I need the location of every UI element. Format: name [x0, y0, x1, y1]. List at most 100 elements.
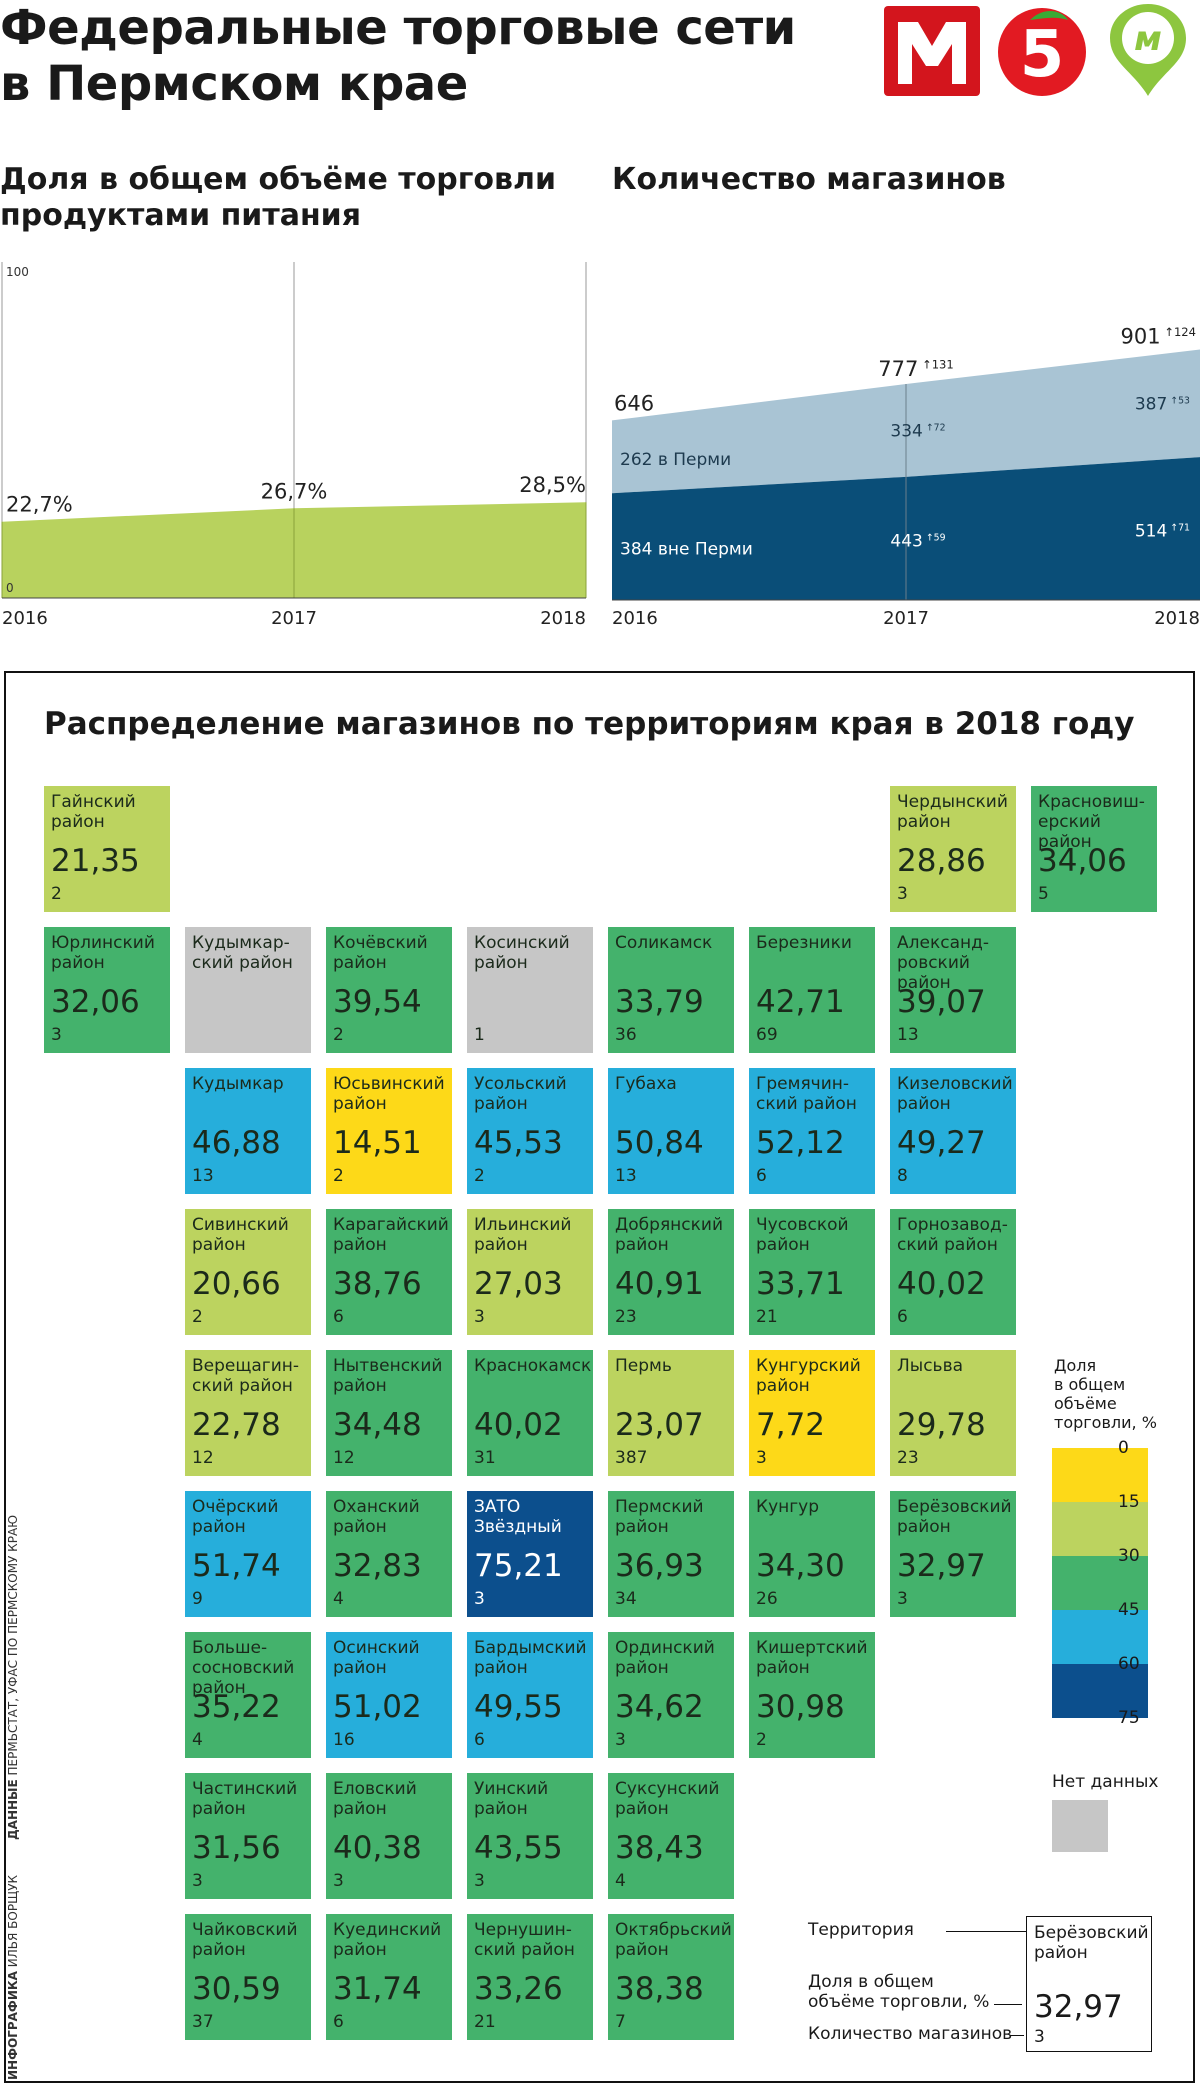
- territory-name: Горнозавод- ский район: [897, 1215, 1008, 1255]
- territory-cell: Ординский район 34,62 3: [608, 1632, 734, 1758]
- territory-store-count: 2: [333, 1025, 344, 1045]
- territory-cell: Горнозавод- ский район 40,02 6: [890, 1209, 1016, 1335]
- territory-store-count: 13: [615, 1166, 637, 1186]
- territory-name: Красновиш- ерский район: [1038, 792, 1145, 852]
- territory-name: ЗАТО Звёздный: [474, 1497, 562, 1537]
- territory-store-count: 7: [615, 2012, 626, 2032]
- territory-share: 52,12: [756, 1125, 845, 1161]
- territory-share: 33,26: [474, 1971, 563, 2007]
- territory-cell: Чердынский район 28,86 3: [890, 786, 1016, 912]
- territory-share: 49,55: [474, 1689, 563, 1725]
- share-data-label: 26,7%: [261, 479, 328, 503]
- territory-share: 38,76: [333, 1266, 422, 1302]
- stores-area-chart: 646 777 ↑131 901 ↑124 262 в Перми 334 ↑72 387…: [612, 325, 1200, 629]
- territory-store-count: 1: [474, 1025, 485, 1045]
- territory-cell: Карагайский район 38,76 6: [326, 1209, 452, 1335]
- main-title-line2: в Пермском крае: [0, 56, 468, 112]
- territory-cell: Чусовской район 33,71 21: [749, 1209, 875, 1335]
- stores-xtick: 2016: [612, 608, 658, 629]
- credits-infographics-author: ИЛЬЯ БОРЩУК: [6, 1874, 20, 1968]
- share-chart-title: Доля в общем объёме торговли продуктами …: [0, 162, 556, 234]
- territory-store-count: 3: [756, 1448, 767, 1468]
- territory-name: Очёрский район: [192, 1497, 279, 1537]
- territory-name: Березники: [756, 933, 852, 953]
- territory-name: Осинский район: [333, 1638, 420, 1678]
- territory-store-count: 2: [333, 1166, 344, 1186]
- territory-cell: Верещагин- ский район 22,78 12: [185, 1350, 311, 1476]
- territory-cell: Кудымкар- ский район: [185, 927, 311, 1053]
- key-count-leader: [1010, 2035, 1024, 2036]
- territory-share: 34,48: [333, 1407, 422, 1443]
- territory-store-count: 12: [333, 1448, 355, 1468]
- territory-name: Юрлинский район: [51, 933, 155, 973]
- territory-cell: Октябрьский район 38,38 7: [608, 1914, 734, 2040]
- territory-cell: Пермь 23,07 387: [608, 1350, 734, 1476]
- share-xtick: 2016: [2, 608, 48, 629]
- territory-cell: Ильинский район 27,03 3: [467, 1209, 593, 1335]
- territory-name: Чайковский район: [192, 1920, 298, 1960]
- legend-swatch: [1052, 1610, 1148, 1664]
- territory-name: Куединский район: [333, 1920, 442, 1960]
- legend-tick: 60: [1118, 1654, 1140, 1674]
- territory-store-count: 13: [897, 1025, 919, 1045]
- legend-tick: 45: [1118, 1600, 1140, 1620]
- territory-cell: Березники 42,71 69: [749, 927, 875, 1053]
- territory-store-count: 31: [474, 1448, 496, 1468]
- territory-store-count: 23: [897, 1448, 919, 1468]
- key-example-share: 32,97: [1034, 1989, 1123, 2025]
- territory-store-count: 69: [756, 1025, 778, 1045]
- territory-cell: Косинский район 1: [467, 927, 593, 1053]
- territory-store-count: 6: [897, 1307, 908, 1327]
- territory-store-count: 3: [474, 1307, 485, 1327]
- territory-name: Уинский район: [474, 1779, 549, 1819]
- territory-name: Бардымский район: [474, 1638, 587, 1678]
- territory-cell: Чернушин- ский район 33,26 21: [467, 1914, 593, 2040]
- territory-share: 27,03: [474, 1266, 563, 1302]
- key-example-name: Берёзовский район: [1034, 1923, 1149, 1963]
- territory-name: Верещагин- ский район: [192, 1356, 300, 1396]
- legend-swatch: [1052, 1502, 1148, 1556]
- stores-outside-label: 384 вне Перми: [620, 540, 753, 560]
- credits-infographics-label: ИНФОГРАФИКА: [6, 1971, 20, 2080]
- territory-cell: Бардымский район 49,55 6: [467, 1632, 593, 1758]
- territory-name: Кизеловский район: [897, 1074, 1013, 1114]
- territory-store-count: 2: [756, 1730, 767, 1750]
- stores-outside-label: 514 ↑71: [1135, 522, 1190, 542]
- territory-name: Ильинский район: [474, 1215, 572, 1255]
- key-example-count: 3: [1034, 2027, 1045, 2047]
- territory-name: Больше- сосновский район: [192, 1638, 295, 1698]
- territory-share: 49,27: [897, 1125, 986, 1161]
- territory-name: Косинский район: [474, 933, 570, 973]
- territory-name: Частинский район: [192, 1779, 298, 1819]
- territory-share: 36,93: [615, 1548, 704, 1584]
- legend-tick: 0: [1118, 1438, 1129, 1458]
- stores-total-label: 646: [614, 391, 654, 415]
- territory-cell: Соликамск 33,79 36: [608, 927, 734, 1053]
- territory-cell: Нытвенский район 34,48 12: [326, 1350, 452, 1476]
- territory-name: Ординский район: [615, 1638, 715, 1678]
- territory-cell: Кунгур 34,30 26: [749, 1491, 875, 1617]
- territory-share: 42,71: [756, 984, 845, 1020]
- territory-name: Чусовской район: [756, 1215, 849, 1255]
- territory-cell: Кудымкар 46,88 13: [185, 1068, 311, 1194]
- key-example-cell: Берёзовский район 32,97 3: [1026, 1916, 1152, 2052]
- territory-store-count: 26: [756, 1589, 778, 1609]
- territory-share: 45,53: [474, 1125, 563, 1161]
- territory-store-count: 3: [51, 1025, 62, 1045]
- territory-cell: Осинский район 51,02 16: [326, 1632, 452, 1758]
- territory-share: 43,55: [474, 1830, 563, 1866]
- territory-cell: Очёрский район 51,74 9: [185, 1491, 311, 1617]
- territory-share: 28,86: [897, 843, 986, 879]
- stores-chart-title: Количество магазинов: [612, 162, 1006, 197]
- territory-store-count: 3: [474, 1871, 485, 1891]
- territory-name: Кунгурский район: [756, 1356, 861, 1396]
- territory-store-count: 4: [192, 1730, 203, 1750]
- territory-name: Кишертский район: [756, 1638, 868, 1678]
- territory-cell: Краснокамск 40,02 31: [467, 1350, 593, 1476]
- territory-share: 29,78: [897, 1407, 986, 1443]
- territory-store-count: 3: [192, 1871, 203, 1891]
- territory-name: Кудымкар- ский район: [192, 933, 293, 973]
- territory-name: Гайнский район: [51, 792, 136, 832]
- territory-cell: Лысьва 29,78 23: [890, 1350, 1016, 1476]
- territory-name: Гремячин- ский район: [756, 1074, 857, 1114]
